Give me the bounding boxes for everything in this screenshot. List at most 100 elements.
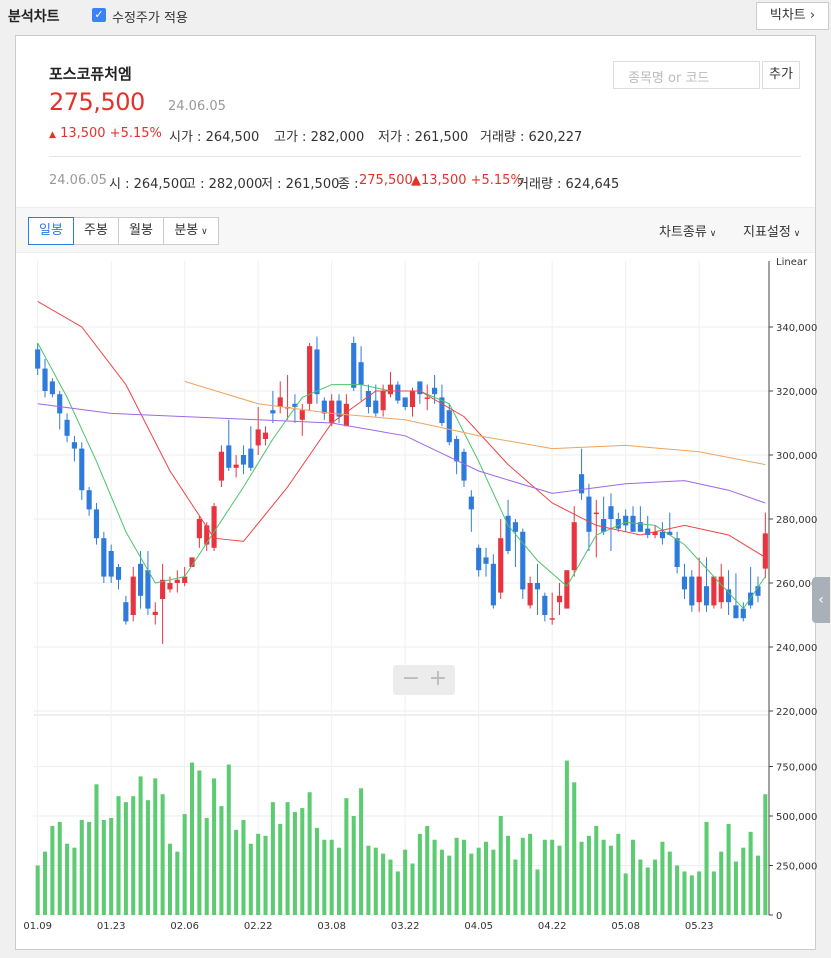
volume-bar: [241, 819, 246, 915]
candle-body: [42, 368, 48, 391]
zoom-in-button[interactable]: +: [428, 666, 448, 691]
volume-bar: [755, 855, 760, 915]
candle-body: [204, 525, 210, 545]
adjusted-price-label[interactable]: 수정주가 적용: [112, 11, 188, 26]
candle-body: [512, 522, 518, 532]
candle-body: [571, 522, 577, 571]
candle-body: [93, 509, 100, 539]
volume-bar: [638, 859, 643, 915]
volume-bar: [381, 853, 386, 915]
current-price: 275,500: [49, 88, 145, 116]
volume-bar: [344, 798, 349, 915]
candle-body: [182, 576, 188, 583]
volume-bar: [300, 808, 305, 915]
volume-tick-label: 0: [776, 911, 782, 922]
volume-bar: [72, 847, 77, 915]
candle-body: [86, 490, 92, 510]
candle-body: [321, 400, 327, 414]
tab-minute-label: 분봉: [174, 223, 199, 238]
candle-body: [711, 576, 717, 606]
volume-bar: [109, 817, 114, 915]
candle-body: [380, 391, 386, 411]
candle-body: [454, 439, 460, 462]
candle-body: [564, 570, 570, 609]
side-collapse-tab[interactable]: ‹: [812, 577, 830, 623]
volume-bar: [748, 831, 753, 915]
candle-body: [218, 451, 224, 481]
volume-bar: [190, 762, 195, 915]
summary-high: 고 : 282,000: [184, 177, 263, 192]
big-chart-button[interactable]: 빅차트 ›: [756, 2, 829, 30]
volume-bar: [682, 871, 687, 915]
moving-average-line: [37, 403, 766, 504]
candle-body: [468, 496, 474, 510]
candle-body: [174, 579, 180, 583]
volume-bar: [623, 873, 628, 915]
candle-body: [262, 432, 269, 439]
candle-body: [726, 589, 732, 603]
volume-bar: [601, 839, 606, 915]
volume-bar: [513, 859, 518, 915]
candle-body: [409, 391, 416, 407]
volume-bar: [278, 823, 283, 915]
volume-bar: [292, 812, 297, 915]
candle-body: [586, 496, 592, 532]
chart-panel: 포스코퓨처엠 275,500 24.06.05 ▲ 13,500 +5.15% …: [15, 35, 817, 951]
volume-bar: [337, 847, 342, 915]
volume-bar: [572, 782, 577, 915]
candle-body: [314, 349, 320, 395]
candle-body: [424, 397, 430, 399]
chevron-down-icon: ∨: [706, 229, 717, 239]
time-tick-label: 03.22: [391, 921, 420, 932]
volume-bar: [476, 847, 481, 915]
search-input[interactable]: 종목명 or 코드: [613, 61, 760, 89]
price-chart[interactable]: 340,000 320,000 300,000 280,000 260,000 240,0…: [16, 36, 817, 951]
volume-bar: [579, 841, 584, 915]
volume-bar: [94, 784, 99, 915]
price-change-text: 13,500 +5.15%: [60, 126, 162, 141]
volume-bar: [50, 825, 55, 915]
volume-bar: [101, 819, 106, 915]
add-button[interactable]: 추가: [762, 61, 800, 89]
candle-body: [542, 595, 548, 615]
tab-weekly[interactable]: 주봉: [73, 217, 119, 245]
volume-bar: [542, 839, 547, 915]
volume-bar: [484, 841, 489, 915]
volume-bar: [461, 839, 466, 915]
volume-bar: [204, 817, 209, 915]
time-tick-label: 01.09: [23, 921, 52, 932]
adjusted-price-checkbox[interactable]: ✓: [92, 8, 106, 22]
volume-bar: [270, 802, 275, 915]
volume-bar: [182, 814, 187, 915]
time-tick-label: 04.22: [538, 921, 567, 932]
volume-bar: [79, 819, 84, 915]
volume-bar: [307, 792, 312, 915]
summary-low: 저 : 261,500: [261, 177, 340, 192]
summary-change-text: 13,500 +5.15%: [421, 173, 523, 188]
candle-body: [211, 506, 217, 548]
volume-bar: [263, 835, 268, 915]
volume-bar: [550, 839, 555, 915]
candle-body: [718, 576, 724, 603]
zoom-out-button[interactable]: −: [401, 666, 421, 691]
volume-bar: [248, 843, 253, 915]
candle-body: [696, 576, 702, 603]
volume-bar: [586, 835, 591, 915]
tab-minute[interactable]: 분봉 ∨: [163, 217, 219, 245]
tab-monthly[interactable]: 월봉: [118, 217, 164, 245]
candle-body: [336, 400, 342, 417]
tab-daily[interactable]: 일봉: [28, 217, 74, 245]
indicator-settings-menu[interactable]: 지표설정 ∨: [743, 221, 800, 240]
candle-body: [432, 387, 438, 395]
chart-type-menu[interactable]: 차트종류 ∨: [659, 221, 716, 240]
volume-bar: [616, 833, 621, 915]
volume-bar: [594, 825, 599, 915]
chevron-down-icon: ∨: [198, 227, 208, 237]
candle-body: [476, 547, 482, 571]
volume-bar: [285, 802, 290, 915]
volume-bar: [498, 816, 503, 915]
zoom-control: − +: [393, 665, 455, 695]
candle-body: [652, 531, 658, 535]
volume-bar: [535, 869, 540, 915]
volume-bar: [608, 845, 613, 915]
